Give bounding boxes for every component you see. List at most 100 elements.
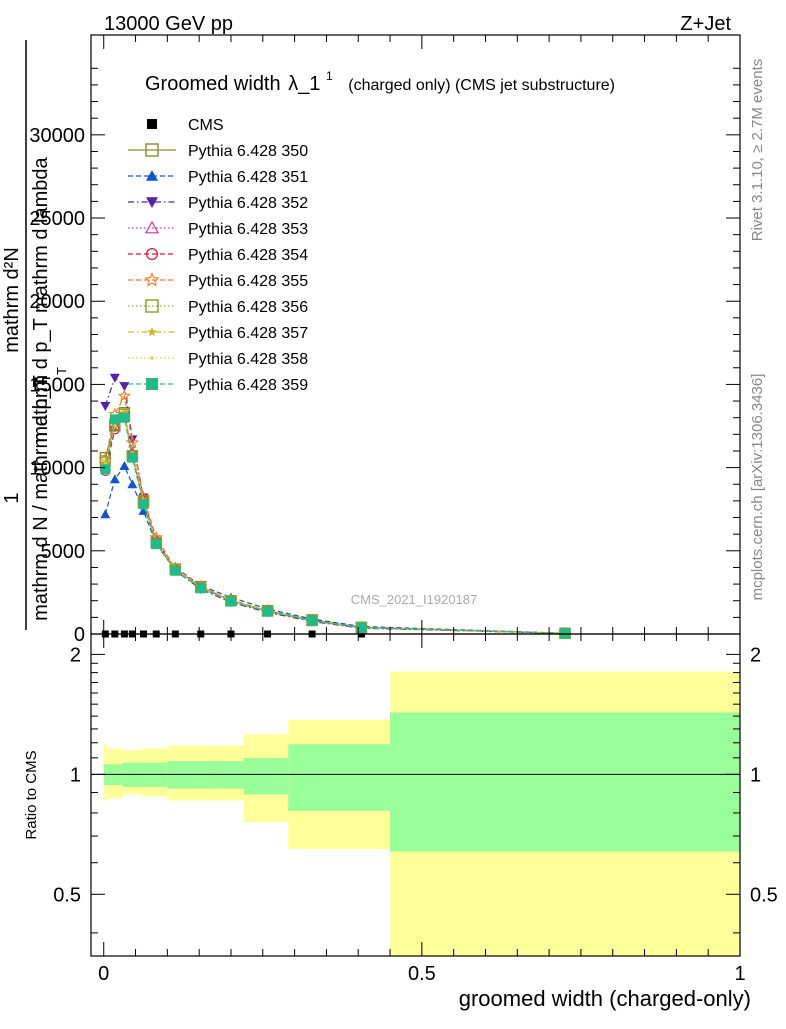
title-symbol: λ_1 [288, 73, 320, 95]
plot-title: Groomed width λ_1 1 (charged only) (CMS … [145, 63, 615, 95]
series-10-point-9 [262, 606, 273, 617]
ratio-ytick-label-right-0: 0.5 [750, 884, 778, 906]
axes: 0 5000 10000 15000 20000 25000 30000 0 0.5 1 0.5 0.… [29, 34, 778, 985]
legend-marker-3 [146, 197, 158, 208]
series-7 [99, 408, 571, 640]
main-ytick-label-6: 30000 [29, 125, 85, 147]
watermark: CMS_2021_I1920187 [351, 592, 478, 607]
series-10-point-12 [560, 628, 571, 639]
series-line-10 [104, 417, 566, 634]
legend-entry-5: Pythia 6.428 354 [128, 247, 308, 264]
ratio-xtick-label-0: 0 [98, 963, 109, 985]
series-3 [100, 373, 571, 639]
ratio-xtick-label-1: 0.5 [408, 963, 436, 985]
series-2-point-3 [127, 479, 138, 489]
series-2-point-2 [119, 460, 130, 470]
ratio-ytick-label-right-2: 2 [750, 644, 761, 666]
ratio-inner-band-7 [288, 744, 391, 811]
legend-entry-7: Pythia 6.428 356 [128, 299, 308, 316]
series-line-6 [104, 394, 566, 634]
legend-entry-1: Pythia 6.428 350 [128, 143, 308, 160]
header-right: Z+Jet [680, 13, 731, 35]
series-10-point-3 [127, 452, 138, 463]
main-ytick-label-2: 10000 [29, 458, 85, 480]
series-line-3 [104, 376, 566, 634]
legend-entry-6: Pythia 6.428 355 [128, 271, 308, 290]
series-3-point-2 [119, 382, 130, 392]
legend-marker-2 [146, 170, 158, 181]
series-line-1 [104, 411, 566, 634]
series-6 [98, 389, 572, 639]
ratio-inner-band-8 [390, 712, 740, 852]
series-line-4 [104, 413, 566, 634]
main-ytick-label-4: 20000 [29, 291, 85, 313]
ratio-ytick-label-left-2: 2 [70, 644, 81, 666]
series-10 [100, 412, 571, 639]
ylabel-bottom: mathrm d p_T mathrm d lambda [30, 156, 52, 442]
series-3-point-3 [127, 435, 138, 445]
legend-label-8: Pythia 6.428 357 [188, 325, 308, 342]
legend-label-7: Pythia 6.428 356 [188, 299, 308, 316]
series-6-point-3 [125, 435, 139, 449]
series-1 [99, 407, 571, 640]
ratio-bands [103, 671, 740, 956]
series-10-point-5 [151, 539, 162, 550]
series-8 [101, 408, 570, 637]
ratio-inner-band-4 [167, 761, 212, 789]
xlabel: groomed width (charged-only) [459, 986, 751, 1011]
legend-label-10: Pythia 6.428 359 [188, 377, 308, 394]
series-5 [100, 410, 571, 639]
legend-marker-10 [146, 378, 158, 390]
ylabel-denominator: mathrm d N / mathrm d p_T [30, 375, 52, 621]
series-3-point-1 [109, 373, 120, 383]
rivet-label: Rivet 3.1.10, ≥ 2.7M events [749, 59, 766, 242]
series-2-point-1 [109, 474, 120, 484]
legend-label-0: CMS [188, 117, 224, 134]
ylabel-subscript-t: T [54, 367, 69, 375]
series-10-point-11 [356, 622, 367, 633]
main-series-group [98, 373, 572, 640]
main-ytick-label-3: 15000 [29, 374, 85, 396]
series-10-point-2 [119, 412, 130, 423]
header-left: 13000 GeV pp [104, 13, 233, 35]
main-ytick-label-0: 0 [74, 624, 85, 646]
legend-marker-6 [144, 271, 160, 287]
legend-label-2: Pythia 6.428 351 [188, 169, 308, 186]
series-2 [100, 460, 571, 638]
series-6-point-2 [117, 389, 131, 402]
series-10-point-8 [225, 596, 236, 607]
legend-entry-4: Pythia 6.428 353 [128, 220, 308, 238]
series-2-point-0 [100, 509, 111, 519]
series-line-9 [104, 413, 566, 634]
legend-label-3: Pythia 6.428 352 [188, 195, 308, 212]
title-superscript: 1 [326, 69, 333, 83]
ratio-ytick-label-left-0: 0.5 [53, 884, 81, 906]
svg-text:Groomed width λ_1: Groomed width λ_1 1 (charged only) (CMS … [145, 63, 615, 95]
legend-marker-9 [150, 356, 154, 360]
series-10-point-6 [170, 565, 181, 576]
legend-entry-8: Pythia 6.428 357 [128, 325, 308, 342]
series-9 [103, 412, 567, 636]
legend-entry-0: CMS [147, 117, 224, 134]
series-2-point-4 [138, 505, 149, 515]
mcplots-label: mcplots.cern.ch [arXiv:1306.3436] [749, 374, 766, 601]
series-3-point-0 [100, 402, 111, 412]
legend-label-6: Pythia 6.428 355 [188, 273, 308, 290]
legend-label-4: Pythia 6.428 353 [188, 221, 308, 238]
legend: CMS Pythia 6.428 350 Pythia 6.428 351 Pythi… [128, 117, 308, 394]
ratio-inner-band-6 [243, 757, 289, 795]
main-ytick-label-1: 5000 [41, 541, 86, 563]
series-10-point-1 [109, 414, 120, 425]
series-10-point-7 [195, 583, 206, 594]
series-line-5 [104, 414, 566, 634]
legend-marker-8 [147, 327, 157, 337]
ratio-inner-band-5 [211, 761, 244, 789]
legend-entry-9: Pythia 6.428 358 [128, 351, 308, 368]
legend-entry-2: Pythia 6.428 351 [128, 169, 308, 186]
legend-label-9: Pythia 6.428 358 [188, 351, 308, 368]
ratio-ytick-label-right-1: 1 [750, 764, 761, 786]
legend-label-5: Pythia 6.428 354 [188, 247, 308, 264]
ylabel-top: mathrm d²N [1, 247, 23, 353]
